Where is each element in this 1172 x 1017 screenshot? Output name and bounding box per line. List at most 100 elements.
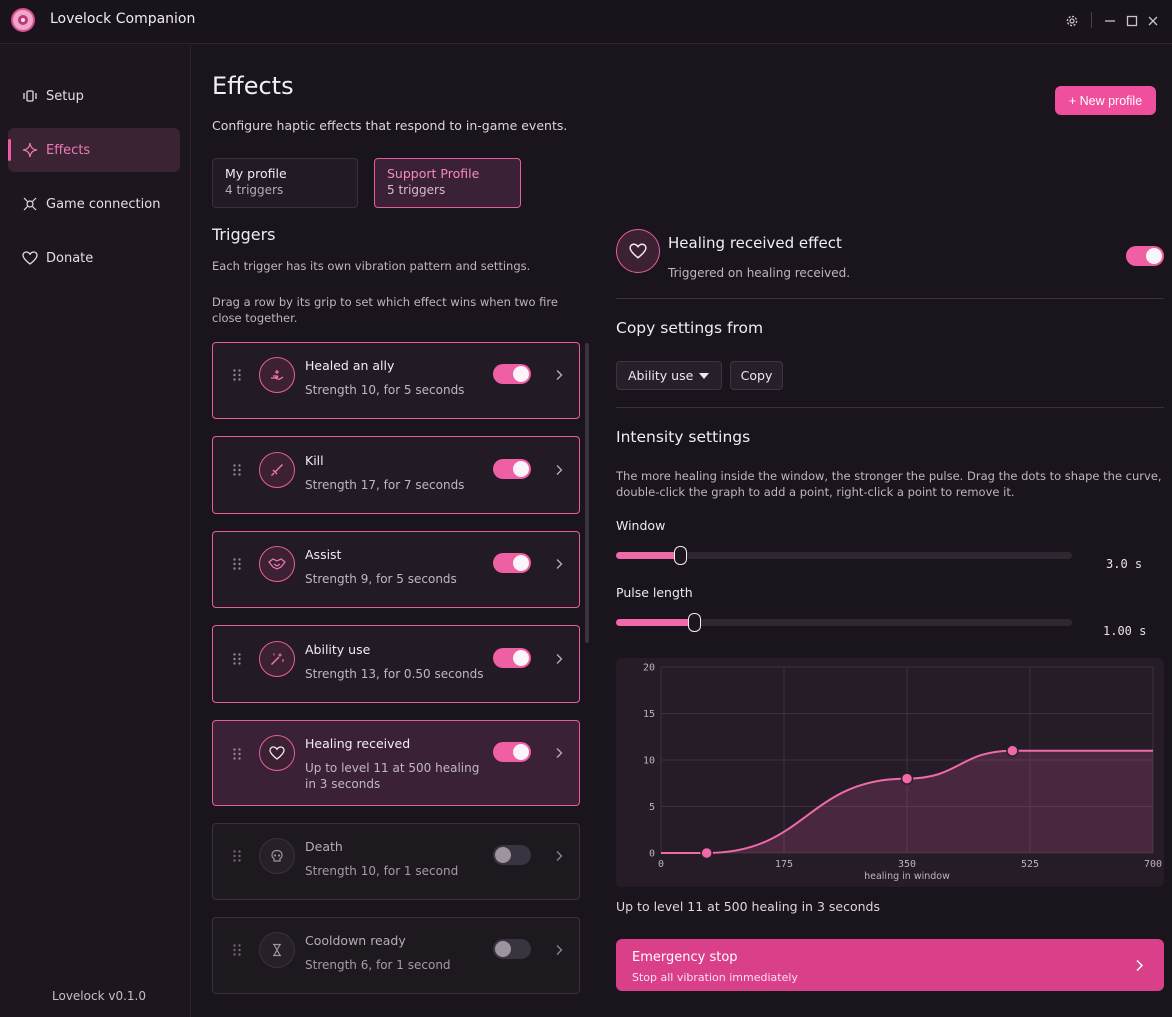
drag-grip-icon[interactable] [232,652,242,666]
magic-wand-icon [259,641,295,677]
sidebar-item-setup[interactable]: Setup [8,74,180,118]
drag-grip-icon[interactable] [232,943,242,957]
trigger-enable-toggle[interactable] [493,845,531,865]
chevron-right-icon[interactable] [554,944,564,956]
sidebar-item-label: Effects [46,142,91,158]
effect-subtitle: Triggered on healing received. [668,266,851,280]
trigger-row-cooldown-ready[interactable]: Cooldown ready Strength 6, for 1 second [212,917,580,994]
sidebar: Setup Effects Game connection Donate Lov… [0,45,191,1017]
trigger-name: Death [305,839,343,854]
pulse-length-slider[interactable] [616,613,1072,632]
trigger-enable-toggle[interactable] [493,648,531,668]
chart-y-tick-label: 15 [643,709,655,720]
effect-enable-toggle[interactable] [1126,246,1164,266]
trigger-row-assist[interactable]: Assist Strength 9, for 5 seconds [212,531,580,608]
sidebar-item-game-connection[interactable]: Game connection [8,182,180,226]
trigger-description: Strength 10, for 1 second [305,864,459,878]
chevron-right-icon[interactable] [554,369,564,381]
healing-hands-icon [259,357,295,393]
window-slider-fill [616,552,680,559]
copy-button[interactable]: Copy [730,361,783,390]
chart-control-point[interactable] [700,846,713,860]
trigger-description: Strength 13, for 0.50 seconds [305,667,484,681]
chevron-right-icon[interactable] [554,850,564,862]
titlebar-separator [1091,12,1092,28]
chart-y-tick-label: 0 [649,849,655,860]
triggers-description: Each trigger has its own vibration patte… [212,259,531,273]
heart-icon [259,735,295,771]
sidebar-item-effects[interactable]: Effects [8,128,180,172]
trigger-enable-toggle[interactable] [493,364,531,384]
intensity-settings-heading: Intensity settings [616,428,751,446]
trigger-enable-toggle[interactable] [493,939,531,959]
copy-source-select[interactable]: Ability use [616,361,722,390]
sidebar-item-label: Donate [46,250,94,266]
trigger-name: Ability use [305,642,371,657]
drag-grip-icon[interactable] [232,849,242,863]
trigger-description: Strength 6, for 1 second [305,958,451,972]
drag-grip-icon[interactable] [232,747,242,761]
page-subtitle: Configure haptic effects that respond to… [212,118,568,133]
profile-card-support-profile[interactable]: Support Profile 5 triggers [374,158,521,208]
drag-grip-icon[interactable] [232,463,242,477]
trigger-enable-toggle[interactable] [493,553,531,573]
trigger-row-healing-received[interactable]: Healing received Up to level 11 at 500 h… [212,720,580,806]
chevron-right-icon [1136,959,1144,972]
intensity-description: The more healing inside the window, the … [616,469,1162,499]
triggers-scrollbar[interactable] [585,343,589,643]
pulse-length-slider-thumb[interactable] [688,613,701,632]
chevron-right-icon[interactable] [554,747,564,759]
chart-control-point[interactable] [1006,744,1019,757]
hourglass-icon [259,932,295,968]
new-profile-button[interactable]: + New profile [1055,86,1156,115]
sparkle-icon [22,142,38,158]
triggers-heading: Triggers [212,225,276,244]
emergency-stop-button[interactable]: Emergency stop Stop all vibration immedi… [616,939,1164,991]
page-title: Effects [212,72,294,100]
window-value: 3.0 s [1106,557,1143,571]
divider [616,298,1164,299]
trigger-row-healed-an-ally[interactable]: Healed an ally Strength 10, for 5 second… [212,342,580,419]
pulse-length-label: Pulse length [616,585,693,600]
sidebar-item-label: Game connection [46,196,161,212]
chart-control-point[interactable] [900,772,914,785]
maximize-icon[interactable] [1123,12,1141,30]
trigger-description: Strength 17, for 7 seconds [305,478,465,492]
trigger-row-ability-use[interactable]: Ability use Strength 13, for 0.50 second… [212,625,580,703]
chevron-right-icon[interactable] [554,653,564,665]
triggers-reorder-hint: Drag a row by its grip to set which effe… [212,295,558,325]
profile-card-my-profile[interactable]: My profile 4 triggers [212,158,358,208]
app-title: Lovelock Companion [50,11,196,27]
trigger-name: Healing received [305,736,411,751]
vibration-icon [22,88,38,104]
chart-x-axis-label: healing in window [864,871,950,882]
chevron-right-icon[interactable] [554,464,564,476]
trigger-name: Healed an ally [305,358,395,373]
chart-x-tick-label: 700 [1144,859,1162,870]
settings-gear-icon[interactable] [1063,12,1081,30]
profile-trigger-count: 4 triggers [225,183,284,197]
chevron-right-icon[interactable] [554,558,564,570]
handshake-icon [259,546,295,582]
trigger-description: Strength 10, for 5 seconds [305,383,465,397]
window-label: Window [616,518,666,533]
sidebar-item-donate[interactable]: Donate [8,236,180,280]
chart-x-tick-label: 0 [658,859,664,870]
app-version: Lovelock v0.1.0 [52,989,146,1003]
trigger-enable-toggle[interactable] [493,742,531,762]
heart-icon [616,229,660,273]
chart-y-tick-label: 10 [643,756,655,767]
minimize-icon[interactable] [1101,12,1119,30]
crosshair-icon [22,196,38,212]
intensity-curve-svg[interactable]: 0 175 350 525 700 0 5 10 15 20 healing in window [616,658,1164,887]
intensity-curve-chart[interactable]: 0 175 350 525 700 0 5 10 15 20 healing in window [616,658,1164,887]
trigger-row-death[interactable]: Death Strength 10, for 1 second [212,823,580,900]
close-icon[interactable] [1144,12,1162,30]
trigger-row-kill[interactable]: Kill Strength 17, for 7 seconds [212,436,580,514]
window-slider-thumb[interactable] [674,546,687,565]
trigger-enable-toggle[interactable] [493,459,531,479]
drag-grip-icon[interactable] [232,557,242,571]
drag-grip-icon[interactable] [232,368,242,382]
profile-name: My profile [225,166,287,181]
window-slider[interactable] [616,546,1072,565]
